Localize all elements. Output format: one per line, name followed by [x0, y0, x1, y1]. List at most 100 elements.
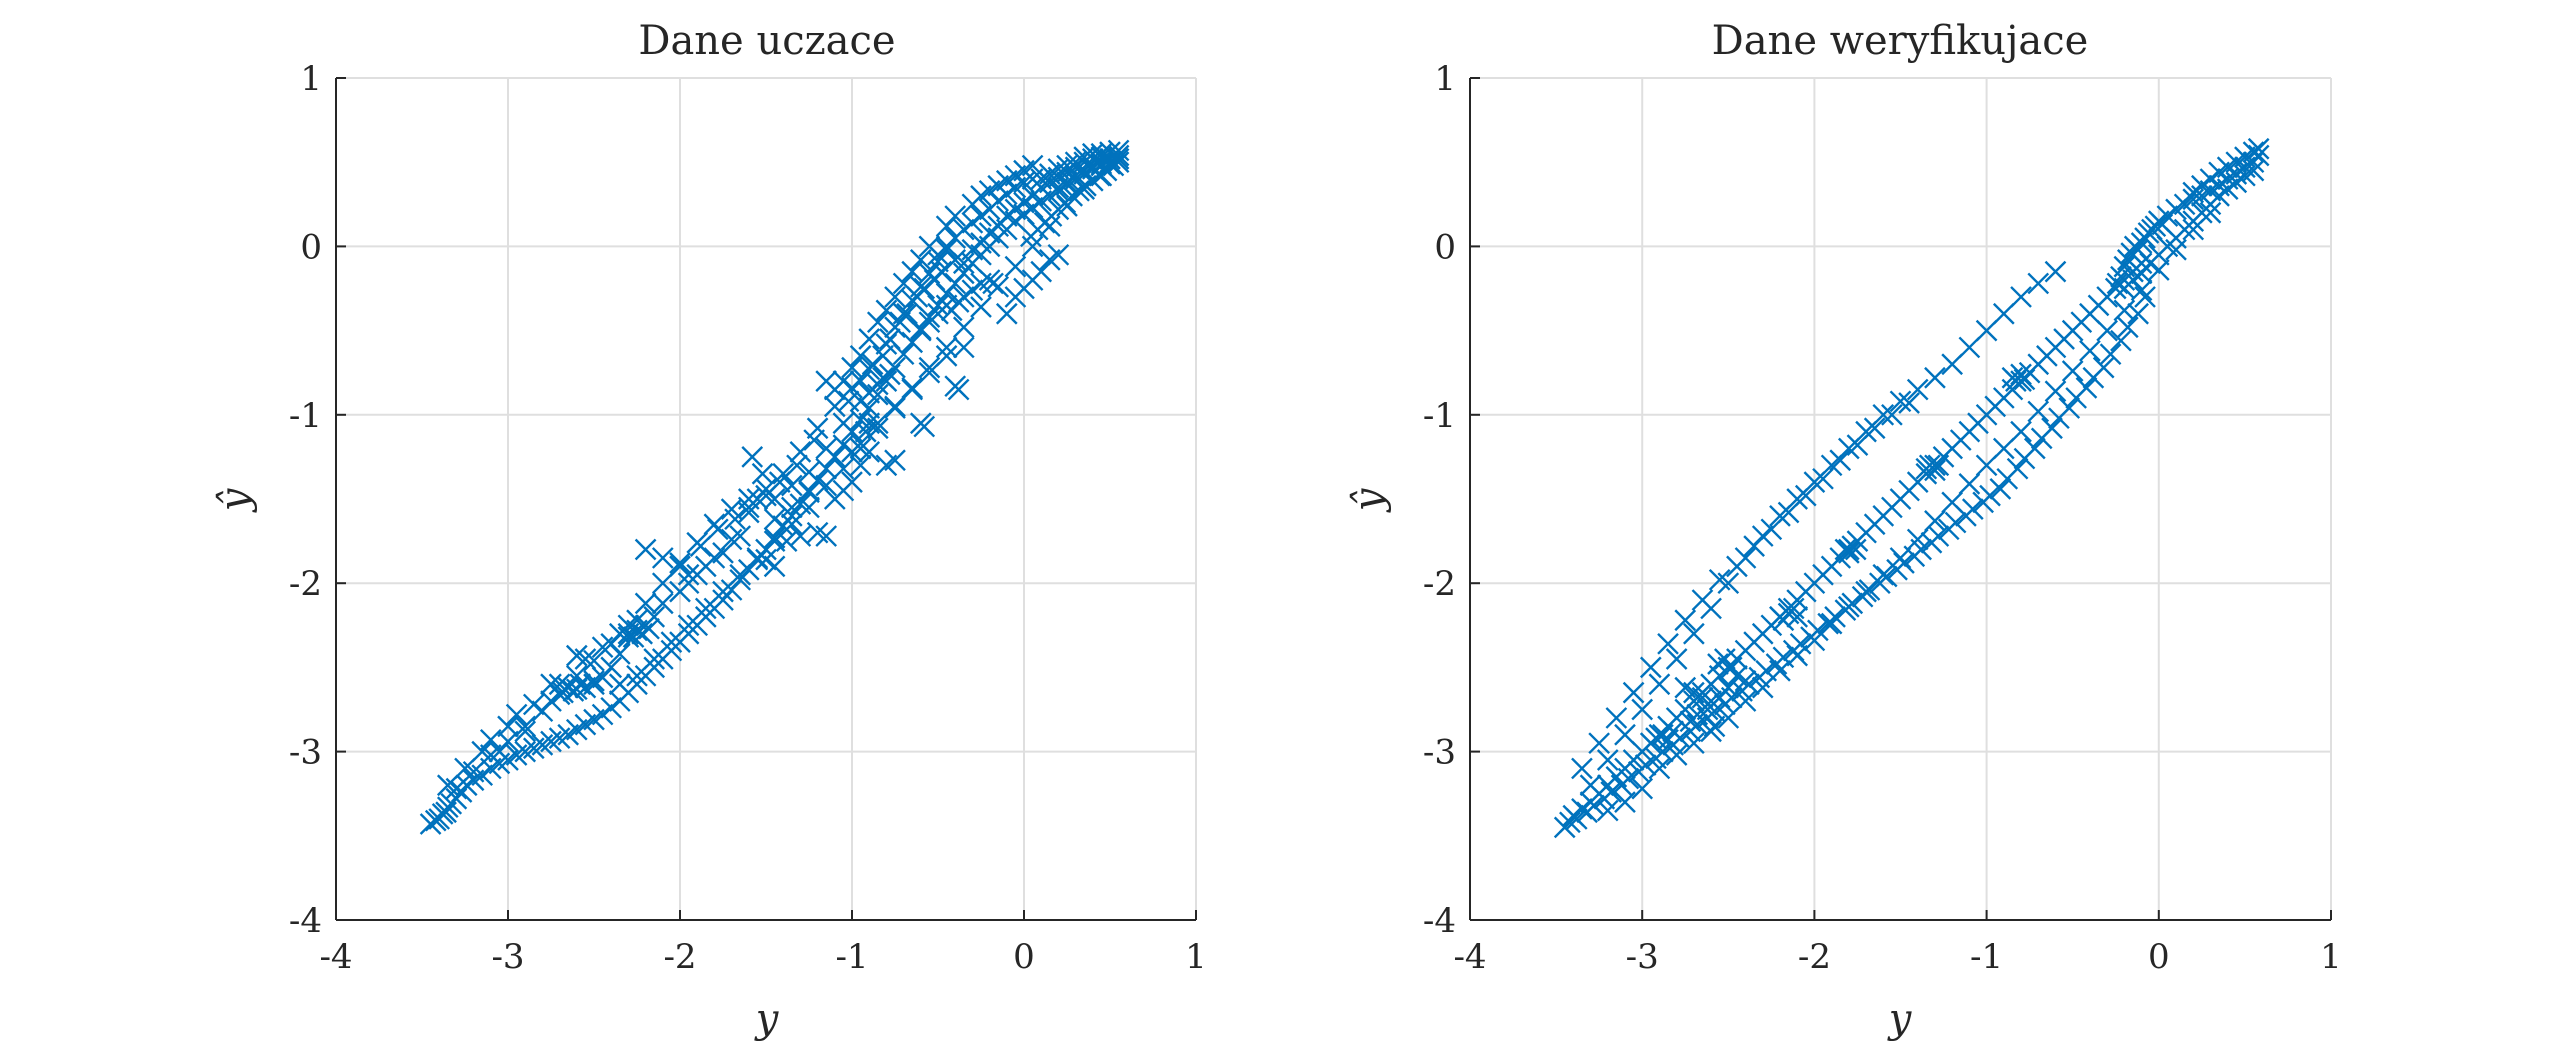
data-point	[2182, 181, 2205, 204]
data-point	[970, 272, 992, 295]
data-point	[694, 597, 717, 620]
data-point	[763, 530, 786, 552]
data-point	[961, 279, 984, 302]
data-point	[591, 636, 614, 659]
y-axis-label: ŷ	[1346, 487, 1392, 513]
data-point	[884, 449, 906, 472]
data-point	[626, 609, 648, 632]
x-tick-label: 1	[2320, 937, 2342, 977]
data-point	[643, 648, 666, 670]
data-point	[1596, 799, 1619, 822]
data-point	[918, 361, 941, 384]
data-point	[1760, 518, 1783, 541]
tick-labels: -4 -3 -2 -1 0 1 -4 -3 -2 -1 0 1	[289, 59, 1207, 977]
data-point	[1565, 808, 1588, 830]
data-point	[806, 521, 829, 544]
axes	[1469, 77, 2332, 921]
data-point	[1600, 781, 1623, 803]
data-point	[841, 471, 863, 494]
data-point	[514, 720, 537, 743]
data-point	[1571, 757, 1593, 780]
data-point	[1875, 565, 1898, 588]
data-point	[952, 218, 975, 241]
y-tick-label: -4	[289, 901, 322, 941]
axes	[335, 77, 1197, 921]
data-point	[497, 715, 519, 738]
data-point	[2208, 185, 2230, 207]
data-point	[1631, 777, 1654, 800]
y-tick-label: 1	[1434, 59, 1456, 99]
data-point	[746, 547, 769, 569]
data-point	[952, 336, 975, 359]
data-point	[1631, 698, 1654, 721]
data-point	[1657, 632, 1679, 655]
data-point	[1881, 403, 1903, 426]
data-point	[1751, 676, 1774, 699]
data-point	[952, 316, 975, 339]
data-point	[1927, 525, 1950, 547]
data-point	[583, 670, 605, 692]
data-point	[763, 488, 786, 510]
data-point	[737, 501, 760, 524]
data-point	[1786, 644, 1809, 667]
data-point	[1941, 353, 1964, 376]
data-point	[1605, 707, 1628, 729]
data-point	[651, 572, 674, 595]
data-point	[2027, 272, 2050, 295]
data-point	[872, 366, 894, 389]
data-point	[1038, 215, 1061, 238]
data-point	[2044, 260, 2067, 283]
data-point	[1714, 648, 1736, 670]
data-point	[1665, 744, 1688, 766]
data-point	[1056, 171, 1078, 194]
data-point	[1652, 740, 1674, 763]
data-point	[2156, 205, 2179, 227]
data-point	[849, 454, 872, 477]
chart-title: Dane uczace	[638, 18, 895, 64]
data-point	[1686, 713, 1709, 736]
data-point	[832, 434, 855, 456]
data-point	[935, 235, 958, 258]
data-point	[918, 235, 941, 258]
data-point	[479, 728, 502, 751]
y-tick-label: -1	[1423, 396, 1456, 436]
data-point	[947, 378, 970, 401]
data-point	[1708, 568, 1731, 591]
data-point	[1588, 732, 1610, 755]
data-point	[583, 649, 605, 672]
data-point	[643, 606, 666, 628]
data-point	[1683, 732, 1705, 755]
data-point	[1863, 417, 1886, 440]
data-point	[2096, 319, 2118, 342]
data-point	[2130, 279, 2153, 302]
data-point	[2058, 397, 2081, 419]
y-tick-label: -3	[1423, 733, 1456, 773]
data-point	[803, 429, 826, 451]
data-point	[1021, 154, 1044, 177]
data-point	[677, 572, 700, 595]
data-point	[488, 740, 511, 763]
data-point	[729, 525, 752, 547]
data-point	[866, 412, 889, 435]
data-point	[1769, 659, 1791, 682]
data-point	[2242, 159, 2265, 182]
data-point	[896, 302, 918, 325]
data-point	[1889, 390, 1912, 413]
data-point	[763, 508, 786, 531]
y-tick-label: -1	[289, 396, 322, 436]
data-point	[751, 462, 774, 485]
y-tick-label: -2	[1423, 564, 1456, 604]
data-point	[2182, 218, 2205, 241]
data-point	[2191, 174, 2213, 197]
data-point	[1639, 656, 1662, 679]
scatter-markers	[419, 139, 1130, 835]
data-point	[918, 306, 941, 328]
data-point	[2092, 356, 2115, 379]
data-point	[2023, 437, 2046, 460]
data-point	[927, 294, 949, 317]
data-point	[1743, 535, 1765, 558]
data-point	[823, 395, 846, 418]
data-point	[1975, 319, 1998, 342]
data-point	[2225, 171, 2248, 194]
